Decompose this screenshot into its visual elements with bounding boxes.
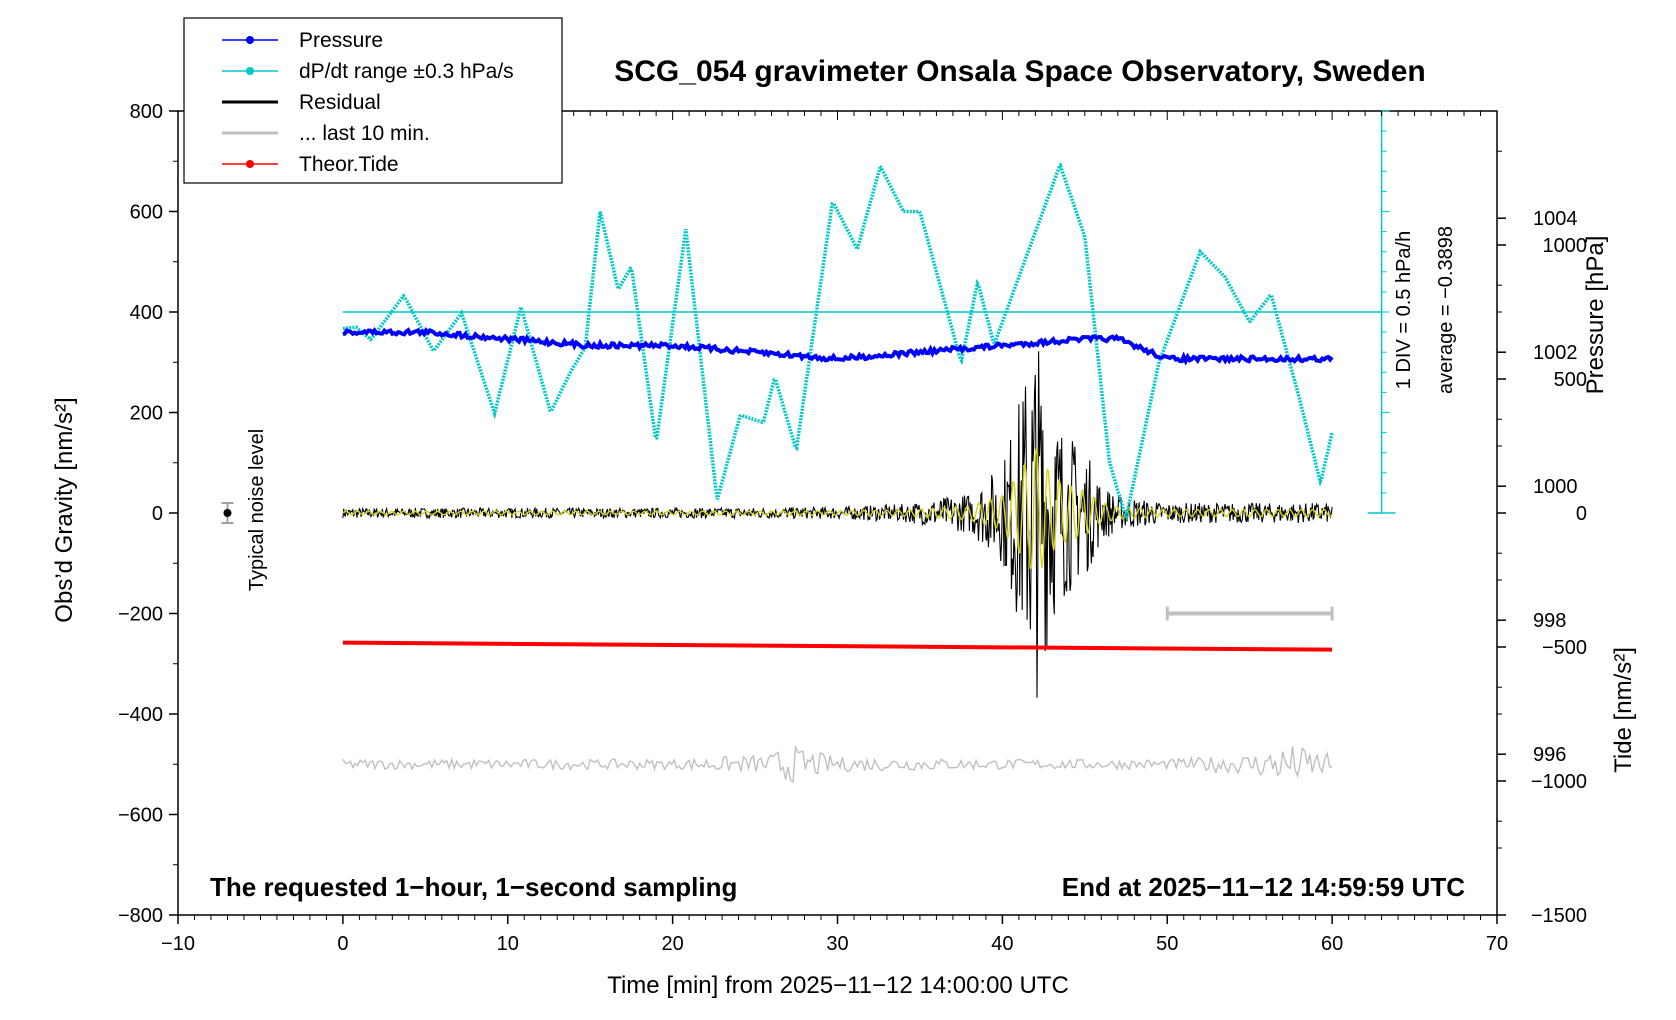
tide-axis-label: Tide [nm/s²] (1610, 647, 1637, 773)
gravity-tick-label: −800 (118, 905, 163, 927)
pressure-tick-label: 1000 (1533, 476, 1578, 498)
tide-tick-label: 500 (1554, 369, 1587, 391)
x-tick-label: 0 (337, 933, 348, 955)
end-time-note: End at 2025−11−12 14:59:59 UTC (1062, 872, 1465, 902)
x-axis-label: Time [min] from 2025−11−12 14:00:00 UTC (607, 972, 1069, 999)
x-tick-label: 50 (1156, 933, 1178, 955)
chart-title: SCG_054 gravimeter Onsala Space Observat… (614, 55, 1426, 88)
average-label: average = −0.3898 (1435, 226, 1457, 394)
gravity-axis-label: Obs’d Gravity [nm/s²] (51, 397, 78, 622)
x-tick-label: 20 (662, 933, 684, 955)
series-theor-tide (342, 640, 1333, 652)
gravity-tick-label: −600 (118, 805, 163, 827)
tide-tick-label: −500 (1542, 637, 1587, 659)
scale-div-label: 1 DIV = 0.5 hPa/h (1393, 231, 1415, 389)
series-residual-filtered (342, 447, 1333, 569)
legend-marker (246, 36, 254, 44)
legend-label: Residual (299, 91, 381, 114)
gravity-tick-label: 400 (130, 302, 163, 324)
pressure-tick-label: 1002 (1533, 342, 1578, 364)
legend-label: ... last 10 min. (299, 122, 430, 145)
gravity-tick-label: 600 (130, 202, 163, 224)
x-tick-label: 10 (497, 933, 519, 955)
series-last-10-min (342, 744, 1333, 784)
legend: Pressure dP/dt range ±0.3 hPa/s Residual..… (183, 17, 563, 184)
tide-tick-label: 1000 (1543, 235, 1588, 257)
noise-marker (223, 509, 232, 517)
legend-label: dP/dt range ±0.3 hPa/s (299, 60, 514, 83)
gravity-tick-label: 0 (152, 503, 163, 525)
gravity-tick-label: 200 (130, 403, 163, 425)
x-tick-label: 30 (826, 933, 848, 955)
gravity-tick-label: −400 (118, 704, 163, 726)
legend-marker (246, 67, 254, 75)
x-tick-label: 70 (1486, 933, 1508, 955)
tide-tick-label: −1500 (1531, 905, 1587, 927)
pressure-tick-label: 998 (1533, 610, 1566, 632)
sampling-note: The requested 1−hour, 1−second sampling (210, 872, 737, 902)
noise-level-label: Typical noise level (246, 429, 268, 591)
legend-marker (246, 160, 254, 168)
legend-label: Pressure (299, 29, 383, 52)
legend-label: Theor.Tide (299, 153, 399, 176)
series-pressure (342, 326, 1334, 366)
x-tick-label: −10 (161, 933, 195, 955)
pressure-tick-label: 996 (1533, 744, 1566, 766)
pressure-axis-label: Pressure [hPa] (1582, 236, 1609, 395)
series-dpdt (342, 161, 1334, 521)
gravity-tick-label: 800 (130, 101, 163, 123)
tide-tick-label: −1000 (1531, 771, 1587, 793)
tide-tick-label: 0 (1576, 503, 1587, 525)
x-tick-label: 60 (1321, 933, 1343, 955)
gravity-tick-label: −200 (118, 604, 163, 626)
x-tick-label: 40 (991, 933, 1013, 955)
pressure-tick-label: 1004 (1533, 208, 1578, 230)
series-residual (342, 351, 1333, 698)
